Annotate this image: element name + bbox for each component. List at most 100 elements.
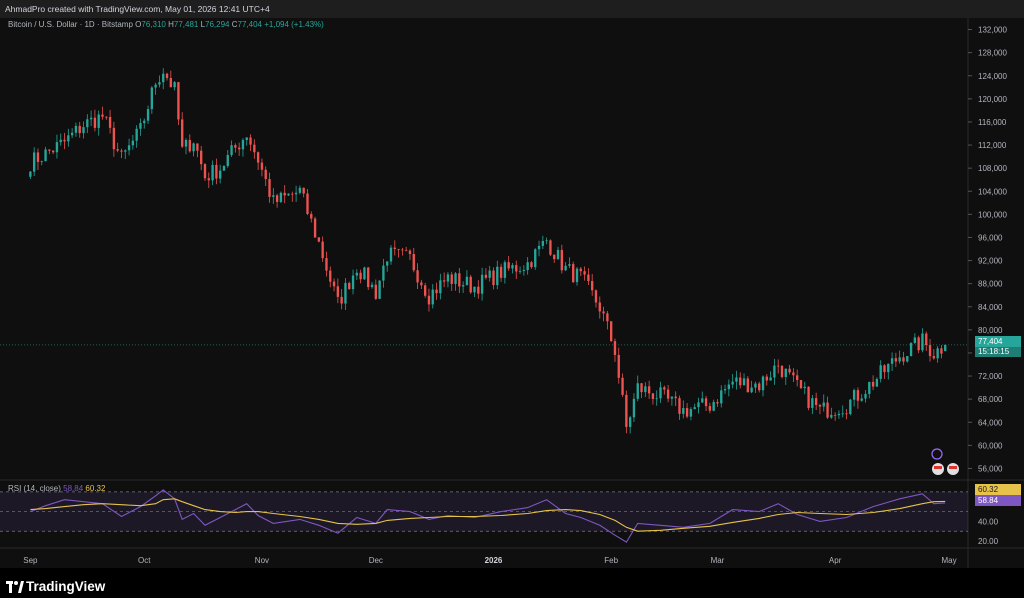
candle-body [405, 250, 408, 252]
candle-body [735, 377, 738, 382]
price-tick-label: 132,000 [978, 26, 1007, 35]
candle-body [169, 78, 173, 88]
candle-body [120, 150, 123, 152]
candle-body [856, 390, 860, 401]
rsi-tag: 58.84 [975, 495, 1021, 506]
candle-body [598, 302, 601, 312]
candle-body [329, 270, 332, 282]
high-label: H [168, 20, 174, 29]
candle-body [564, 265, 567, 271]
candle-body [211, 164, 214, 181]
candle-body [758, 383, 761, 391]
candle-body [644, 386, 647, 393]
high-value: 77,481 [173, 20, 199, 29]
candle-body [731, 381, 734, 385]
candle-body [746, 378, 750, 393]
candle-body [632, 398, 636, 418]
price-tick-label: 56,000 [978, 464, 1003, 473]
candle-body [401, 249, 404, 251]
candle-body [154, 84, 157, 88]
rsi-line [30, 489, 946, 543]
candle-body [701, 398, 704, 403]
candle-body [833, 414, 837, 416]
candle-body [272, 195, 275, 197]
candle-body [811, 398, 814, 408]
candle-body [101, 114, 104, 117]
candle-body [200, 150, 203, 165]
candle-body [480, 274, 484, 294]
candle-body [522, 270, 526, 272]
last-price-value: 77,404 [978, 337, 1003, 346]
price-tick-label: 60,000 [978, 441, 1003, 450]
candle-body [689, 409, 693, 417]
candle-body [386, 261, 389, 266]
candle-body [435, 289, 438, 294]
price-chart[interactable]: 132,000 128,000 124,000 120,000 116,000 112,0… [0, 0, 1024, 568]
candle-body [890, 358, 894, 364]
candle-body [807, 386, 810, 408]
candle-body [944, 344, 947, 352]
rsi-label: RSI (14, close) [8, 484, 61, 493]
candle-body [773, 365, 776, 378]
candle-body [374, 284, 377, 299]
candle-body [473, 286, 476, 293]
low-label: L [200, 20, 206, 29]
candle-body [116, 149, 119, 151]
price-tick-label: 100,000 [978, 210, 1007, 219]
candle-body [70, 132, 74, 136]
candle-body [902, 357, 905, 362]
candle-body [321, 241, 324, 259]
candle-body [788, 368, 791, 373]
candle-body [925, 333, 928, 346]
candle-body [477, 286, 480, 294]
price-tick-label: 120,000 [978, 95, 1007, 104]
brand-name[interactable]: TradingView [26, 579, 106, 594]
candle-body [55, 142, 59, 153]
candle-body [845, 413, 848, 415]
candle-body [852, 390, 856, 400]
last-price-tag: 77,404 [975, 336, 1021, 347]
candle-body [594, 290, 598, 303]
symbol-legend[interactable]: Bitcoin / U.S. Dollar · 1D · Bitstamp O7… [8, 20, 324, 29]
price-tick-label: 92,000 [978, 257, 1003, 266]
candle-body [647, 386, 651, 394]
candle-body [461, 285, 465, 287]
candle-body [89, 117, 93, 120]
candle-body [36, 152, 40, 162]
rsi-legend[interactable]: RSI (14, close) 58.84 60.32 [8, 484, 105, 493]
time-tick-label: Mar [711, 556, 725, 565]
candle-body [162, 73, 165, 83]
candle-body [685, 408, 689, 417]
candle-body [44, 149, 47, 162]
candle-body [393, 247, 396, 250]
candle-body [818, 404, 822, 407]
candle-body [716, 402, 719, 404]
candle-body [291, 193, 294, 195]
candle-body [48, 149, 51, 151]
candle-body [822, 402, 825, 407]
candle-body [412, 253, 415, 271]
candle-body [302, 187, 305, 194]
us-flag-stripe [949, 466, 957, 469]
candle-body [898, 357, 901, 362]
countdown-tag: 15:18:15 [975, 347, 1021, 357]
candle-body [51, 150, 55, 153]
candle-body [761, 376, 765, 391]
candle-body [871, 381, 875, 387]
candle-body [423, 285, 427, 296]
candle-body [253, 144, 256, 153]
candle-body [860, 398, 863, 401]
candle-body [298, 187, 302, 193]
candle-body [260, 162, 264, 170]
candle-body [336, 286, 340, 297]
candle-body [484, 274, 488, 278]
candle-body [143, 120, 146, 124]
candle-body [348, 282, 351, 290]
tradingview-logo-icon[interactable] [6, 581, 24, 593]
candle-body [306, 193, 309, 214]
candle-body [203, 164, 207, 179]
candle-body [139, 123, 142, 129]
candle-body [864, 393, 867, 399]
rsi-ma-tag-value: 60.32 [978, 485, 999, 494]
candle-body [496, 266, 499, 286]
